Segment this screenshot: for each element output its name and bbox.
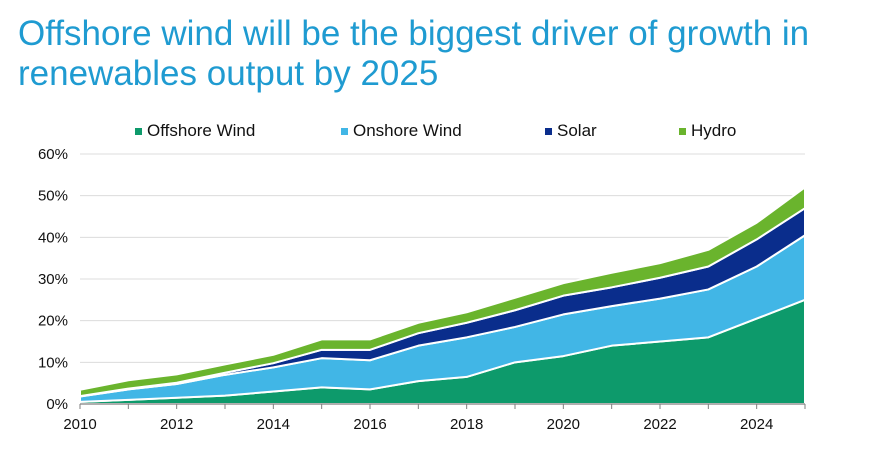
x-tick-label: 2020 — [547, 416, 580, 433]
area-hydro — [79, 186, 806, 398]
legend-label-solar: Solar — [557, 121, 597, 140]
legend-item-onshore-wind: Onshore Wind — [341, 121, 462, 141]
x-tick-label: 2016 — [353, 416, 386, 433]
legend-swatch-onshore-wind — [341, 127, 348, 135]
y-tick-label: 0% — [46, 396, 68, 413]
x-tick-label: 2014 — [257, 416, 290, 433]
legend-swatch-solar — [545, 127, 552, 135]
legend-swatch-hydro — [679, 127, 686, 135]
y-tick-label: 30% — [38, 271, 68, 288]
y-tick-label: 40% — [38, 229, 68, 246]
x-tick-label: 2010 — [63, 416, 96, 433]
x-tick-label: 2022 — [643, 416, 676, 433]
y-tick-label: 60% — [38, 146, 68, 163]
y-tick-label: 10% — [38, 354, 68, 371]
legend-item-hydro: Hydro — [679, 121, 736, 141]
legend-label-hydro: Hydro — [691, 121, 737, 140]
x-tick-label: 2012 — [160, 416, 193, 433]
legend-swatch-offshore-wind — [135, 127, 142, 135]
legend-label-offshore-wind: Offshore Wind — [147, 121, 256, 140]
legend-item-solar: Solar — [545, 121, 597, 141]
y-tick-label: 50% — [38, 188, 68, 205]
x-tick-label: 2018 — [450, 416, 483, 433]
legend-label-onshore-wind: Onshore Wind — [353, 121, 462, 140]
y-tick-label: 20% — [38, 313, 68, 330]
legend-item-offshore-wind: Offshore Wind — [135, 121, 255, 141]
x-tick-label: 2024 — [740, 416, 773, 433]
legend: Offshore Wind Onshore Wind Solar Hydro — [0, 121, 889, 143]
chart-title: Offshore wind will be the biggest driver… — [18, 14, 810, 93]
